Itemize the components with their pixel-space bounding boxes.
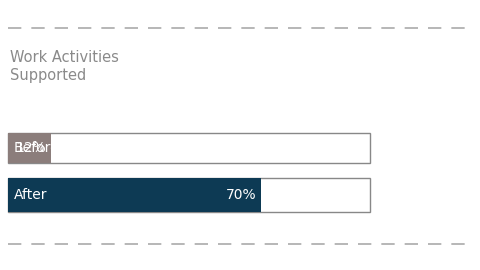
Text: After: After [14, 188, 48, 202]
Text: 70%: 70% [226, 188, 256, 202]
Bar [8, 178, 370, 212]
Bar [8, 133, 370, 163]
Bar [8, 178, 262, 212]
Text: 12%: 12% [16, 141, 47, 155]
Text: Supported: Supported [10, 68, 86, 83]
Text: Work Activities: Work Activities [10, 50, 119, 65]
Text: Before: Before [14, 141, 60, 155]
Bar [8, 133, 51, 163]
